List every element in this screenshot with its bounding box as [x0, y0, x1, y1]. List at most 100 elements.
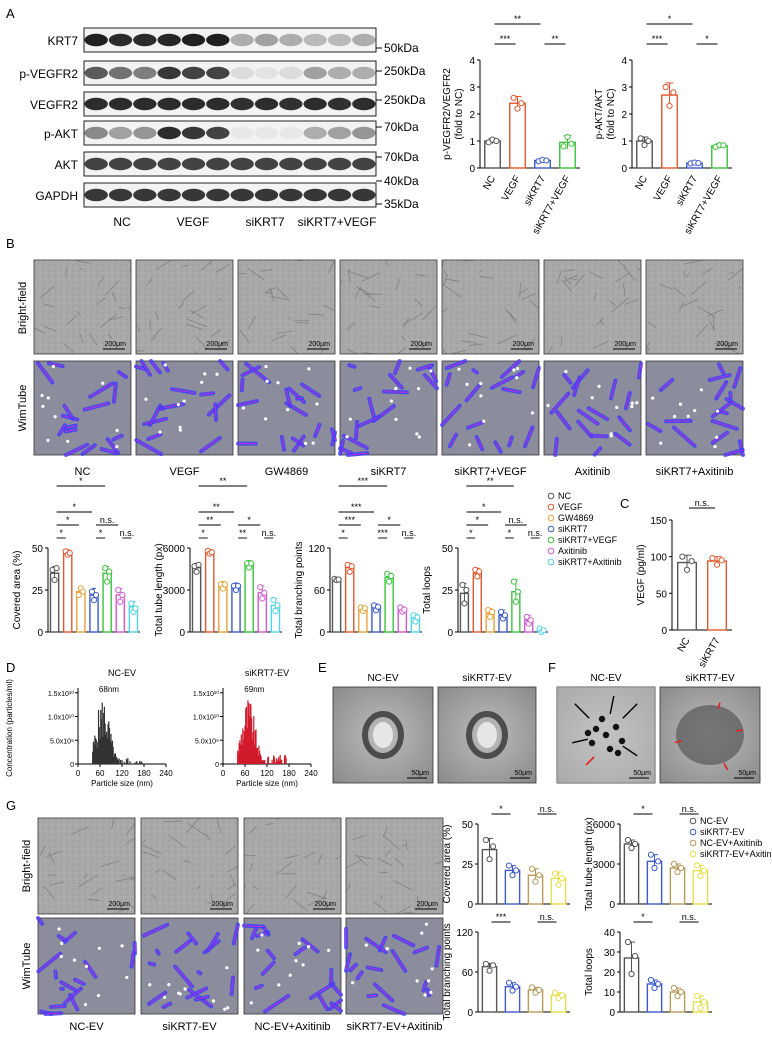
scale-bar-label: 200μm [211, 901, 233, 908]
tube-skeleton [427, 989, 430, 996]
cell-network [479, 276, 494, 279]
branch-point [294, 959, 298, 963]
y-axis-label: VEGF (pg/ml) [636, 544, 647, 605]
cell-network [443, 348, 446, 355]
legend-label: siKRT7-EV+Axitinib [700, 849, 772, 859]
scale-bar-label: 200μm [314, 901, 336, 908]
cell-network [463, 259, 482, 262]
branch-point [457, 367, 461, 371]
branch-point [416, 386, 421, 391]
branch-point [125, 975, 129, 979]
data-point [555, 881, 562, 888]
y-tick-label: 2 [621, 110, 627, 121]
cell-network [715, 342, 733, 347]
panel-label-c: C [620, 496, 629, 511]
blot-frame [83, 151, 377, 177]
branch-point [417, 435, 421, 439]
cell-network [128, 875, 136, 878]
bar [484, 140, 501, 169]
tube-skeleton [295, 947, 306, 955]
legend-label: siKRT7-EV [700, 827, 744, 837]
peak-annotation: 69nm [244, 685, 264, 694]
micrograph-frame [339, 259, 438, 355]
tube-skeleton [241, 379, 243, 391]
cell-network [645, 342, 650, 353]
cell-network [135, 321, 140, 332]
cell-network [564, 276, 572, 285]
tube-skeleton [84, 402, 109, 410]
tube-skeleton [355, 421, 358, 439]
cell-network [276, 330, 293, 334]
branch-point [426, 979, 431, 983]
tube-skeleton [614, 433, 630, 445]
significance-label: * [482, 502, 486, 512]
cell-network [636, 266, 642, 272]
legend-marker [547, 558, 555, 566]
cell-network [504, 308, 517, 321]
y-tick-label: 6000 [163, 544, 186, 555]
cell-network [43, 885, 55, 900]
x-tick-label: NC [633, 174, 650, 192]
branch-point [162, 995, 167, 999]
blot-band [181, 188, 206, 202]
cell-network [396, 906, 411, 915]
data-point [193, 568, 200, 575]
data-point [234, 582, 242, 589]
cell-network [395, 277, 401, 292]
tube-skeleton [725, 449, 743, 456]
cell-network [49, 881, 64, 886]
cell-network [441, 878, 444, 881]
cell-network [154, 869, 161, 874]
blot-band [230, 97, 254, 111]
branch-point [177, 991, 181, 995]
y-axis-label: Total loops [584, 948, 595, 996]
cell-network [76, 310, 81, 316]
cell-network [87, 898, 100, 902]
branch-point [301, 963, 305, 967]
chart-title: siKRT7-EV [245, 668, 289, 678]
cell-network [327, 259, 336, 274]
cell-network [680, 299, 699, 308]
y-tick-label: 40 [604, 928, 616, 939]
tube-skeleton [501, 360, 520, 378]
blot-band [327, 126, 352, 140]
blot-band [181, 97, 206, 111]
cell-network [249, 863, 253, 872]
blot-frame [83, 120, 377, 146]
branch-point [211, 999, 216, 1003]
branch-point [385, 947, 389, 951]
y-tick-label: 6000 [593, 820, 616, 831]
branch-point [178, 428, 182, 432]
cell-network [97, 276, 104, 287]
branch-point [241, 406, 245, 410]
tube-skeleton [174, 966, 193, 987]
panel-label-b: B [6, 236, 15, 251]
cell-network [220, 892, 236, 907]
x-tick-label: NC [481, 174, 498, 192]
column-label: siKRT7-EV+Axitinib [346, 1021, 442, 1033]
tube-skeleton [118, 371, 127, 378]
y-tick-label: 2 [469, 110, 475, 121]
branch-point [479, 381, 483, 386]
cell-network [617, 259, 627, 269]
cell-network [43, 325, 57, 332]
data-point [677, 988, 685, 996]
data-point [509, 872, 516, 879]
significance-label: n.s. [528, 528, 543, 538]
wimtube-2 [236, 360, 337, 456]
branch-point [203, 372, 207, 376]
cell-network [497, 334, 517, 345]
cell-network [247, 268, 265, 281]
data-point [510, 94, 517, 101]
significance-label: * [341, 528, 345, 538]
scale-bar-label: 200μm [614, 341, 636, 348]
x-tick-label: VEGF [652, 174, 675, 203]
branch-point [59, 954, 63, 959]
data-point [272, 607, 279, 615]
tube-skeleton [310, 983, 334, 999]
y-axis-label: p-AKT/AKT [594, 89, 605, 140]
tem-f-nc: NC-EV 50μm [556, 673, 656, 784]
branch-point [415, 432, 419, 436]
data-point [695, 160, 702, 167]
